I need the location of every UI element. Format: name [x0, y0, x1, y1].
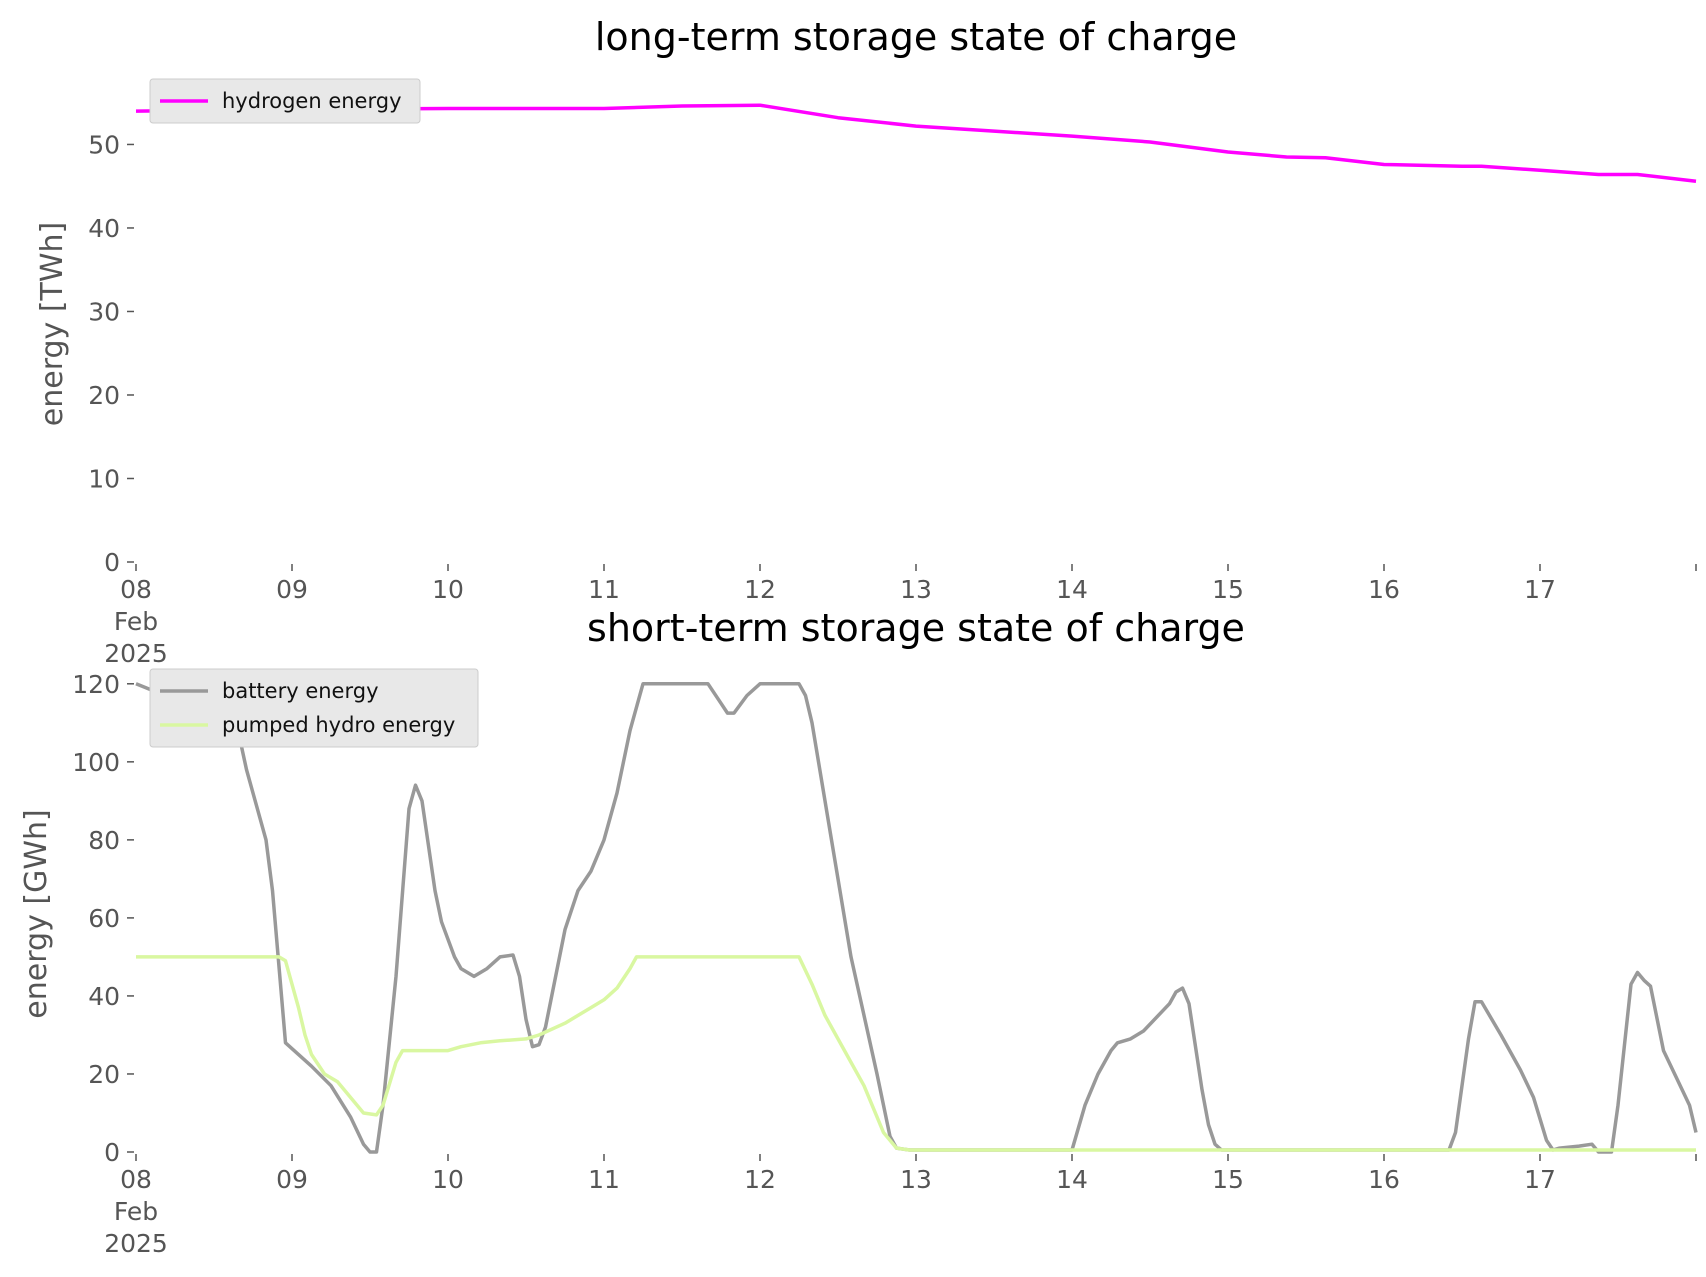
x-tick-label: 13 [900, 575, 932, 604]
y-tick-label: 60 [88, 904, 120, 933]
chart-panel-2: short-term storage state of charge energy… [19, 606, 1698, 1258]
chart-title: short-term storage state of charge [587, 606, 1245, 650]
y-tick-label: 20 [88, 381, 120, 410]
x-tick-label: 08 Feb 2025 [104, 1165, 168, 1258]
series-line-1 [135, 103, 1697, 183]
y-tick-label: 0 [104, 548, 120, 577]
x-tick-label: 12 [744, 575, 776, 604]
series-line-2 [136, 955, 1696, 1152]
y-tick-label: 40 [88, 982, 120, 1011]
x-tick-label: 11 [588, 1165, 620, 1194]
x-tick-label: 10 [432, 575, 464, 604]
x-tick-label: 11 [588, 575, 620, 604]
x-tick-label: 12 [744, 1165, 776, 1194]
x-tick-label: 17 [1524, 1165, 1556, 1194]
x-tick-label: 08 Feb 2025 [104, 575, 168, 668]
y-tick-label: 120 [72, 670, 120, 699]
x-tick-label: 15 [1212, 1165, 1244, 1194]
x-tick-label: 13 [900, 1165, 932, 1194]
x-tick-label: 10 [432, 1165, 464, 1194]
x-tick-label: 14 [1056, 1165, 1088, 1194]
x-tick-label: 15 [1212, 575, 1244, 604]
y-tick-label: 100 [72, 748, 120, 777]
x-tick-label: 16 [1368, 1165, 1400, 1194]
y-tick-label: 0 [104, 1138, 120, 1167]
legend-box [149, 78, 421, 124]
x-tick-label: 09 [276, 575, 308, 604]
y-tick-label: 30 [88, 297, 120, 326]
y-axis-label: energy [TWh] [35, 222, 70, 426]
y-tick-label: 50 [88, 130, 120, 159]
y-axis-label: energy [GWh] [19, 809, 54, 1018]
y-tick-label: 10 [88, 464, 120, 493]
x-tick-label: 16 [1368, 575, 1400, 604]
x-tick-label: 14 [1056, 575, 1088, 604]
legend-label: battery energy [222, 679, 379, 703]
series-line-1 [135, 678, 1698, 1154]
chart-panel-1: long-term storage state of charge energy … [35, 15, 1697, 668]
x-tick-label: 17 [1524, 575, 1556, 604]
x-tick-label: 09 [276, 1165, 308, 1194]
y-tick-label: 20 [88, 1060, 120, 1089]
legend-box [149, 668, 479, 748]
legend-label: pumped hydro energy [222, 713, 455, 737]
chart-title: long-term storage state of charge [595, 15, 1237, 59]
y-tick-label: 80 [88, 826, 120, 855]
legend-label: hydrogen energy [222, 89, 402, 113]
y-tick-label: 40 [88, 214, 120, 243]
